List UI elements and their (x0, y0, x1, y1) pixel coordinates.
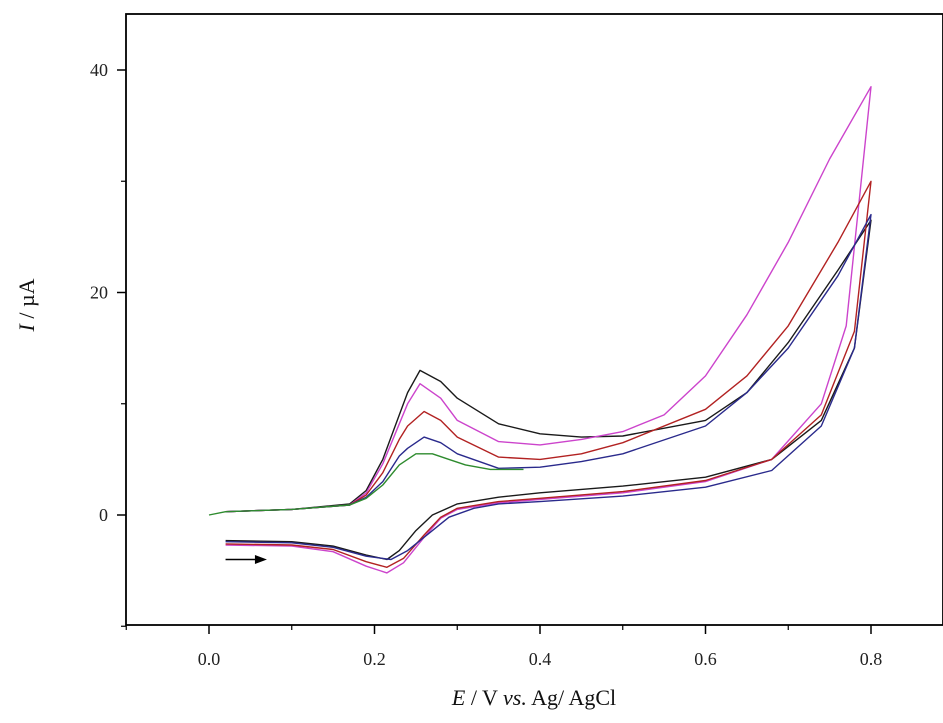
x-axis-ticks: 0.0 0.2 0.4 0.6 0.8 (125, 625, 883, 669)
scan-direction-arrowhead (254, 555, 267, 564)
x-tick-label: 0.4 (529, 649, 552, 669)
x-axis-title: E / V vs. Ag/ AgCl (451, 685, 616, 710)
y-tick-label: 40 (90, 60, 108, 80)
series-line (225, 219, 872, 561)
x-tick-label: 0.2 (363, 649, 386, 669)
y-tick-label: 0 (99, 505, 108, 525)
x-tick-label: 0.0 (198, 649, 221, 669)
series-line (208, 453, 524, 516)
series-curves (208, 86, 872, 574)
plot-frame (125, 13, 943, 626)
x-tick-label: 0.6 (694, 649, 717, 669)
series-line (225, 86, 872, 574)
scan-direction-annotation (225, 555, 267, 564)
y-axis-title: I / µA (14, 278, 39, 332)
series-line (225, 213, 872, 561)
x-tick-label: 0.8 (860, 649, 883, 669)
series-line (225, 180, 872, 568)
y-tick-label: 20 (90, 283, 108, 303)
y-axis-ticks: 0 20 40 (90, 60, 126, 627)
